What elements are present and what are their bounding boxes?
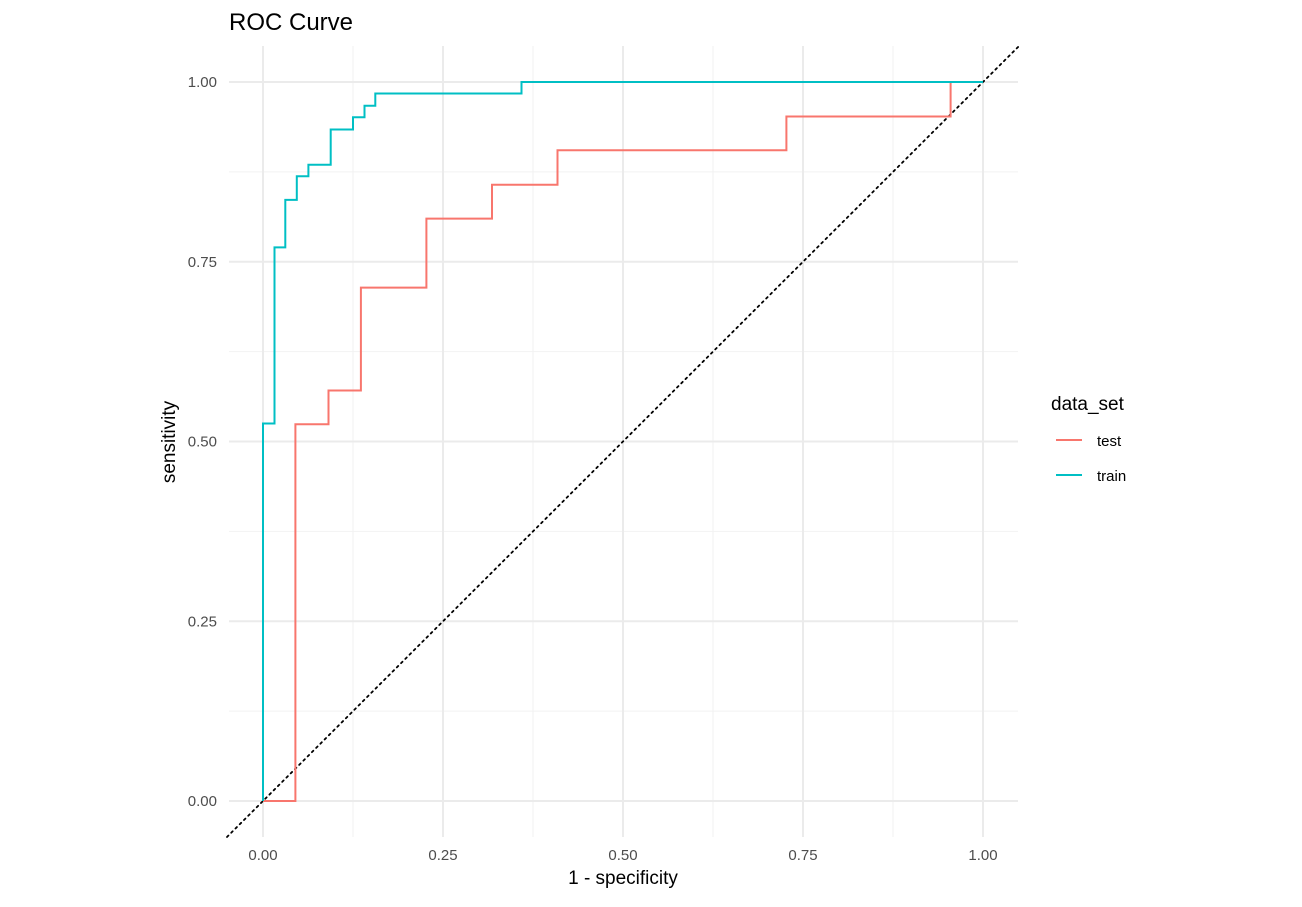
- x-tick-label: 1.00: [968, 847, 997, 864]
- y-tick-label: 0.50: [188, 434, 217, 451]
- reference-diagonal-line: [226, 45, 1020, 838]
- legend-items: test train: [1056, 433, 1126, 485]
- y-tick-labels: 0.00 0.25 0.50 0.75 1.00: [188, 74, 217, 810]
- legend: data_set test train: [1051, 394, 1126, 485]
- legend-label-test: test: [1097, 433, 1122, 450]
- y-tick-label: 1.00: [188, 74, 217, 91]
- y-tick-label: 0.75: [188, 254, 217, 271]
- series-line-train: [262, 81, 983, 801]
- x-tick-label: 0.50: [608, 847, 637, 864]
- x-tick-label: 0.75: [788, 847, 817, 864]
- legend-title: data_set: [1051, 394, 1125, 415]
- x-tick-label: 0.00: [248, 847, 277, 864]
- y-tick-label: 0.25: [188, 613, 217, 630]
- legend-label-train: train: [1097, 468, 1126, 485]
- series-layer: [262, 81, 983, 802]
- x-axis-title: 1 - specificity: [568, 868, 678, 889]
- x-tick-labels: 0.00 0.25 0.50 0.75 1.00: [248, 847, 997, 864]
- y-axis-title: sensitivity: [159, 400, 180, 483]
- y-tick-label: 0.00: [188, 793, 217, 810]
- chart-title: ROC Curve: [229, 9, 353, 36]
- reference-layer: [226, 45, 1020, 838]
- series-line-test: [263, 81, 983, 802]
- x-tick-label: 0.25: [428, 847, 457, 864]
